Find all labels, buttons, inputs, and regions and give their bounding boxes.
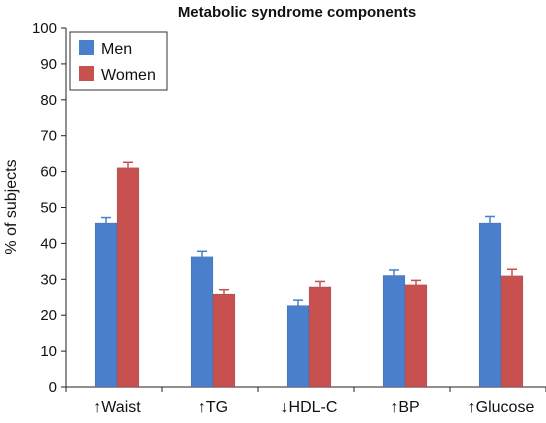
y-tick-label: 100 xyxy=(32,20,57,37)
y-tick-label: 40 xyxy=(40,235,57,252)
x-category-label: ↓HDL-C xyxy=(281,399,338,416)
bar-men-2 xyxy=(286,305,310,388)
y-tick-label: 60 xyxy=(40,164,57,181)
y-tick-label: 70 xyxy=(40,128,57,145)
y-tick-label: 30 xyxy=(40,271,57,288)
bar-men-3 xyxy=(382,275,406,388)
y-tick-label: 20 xyxy=(40,307,57,324)
bar-men-4 xyxy=(478,222,502,388)
bar-women-1 xyxy=(212,293,236,388)
chart-title: Metabolic syndrome components xyxy=(178,4,416,21)
x-category-label: ↑TG xyxy=(198,399,228,416)
bar-women-3 xyxy=(404,284,428,388)
y-tick-label: 80 xyxy=(40,92,57,109)
y-axis-label: % of subjects xyxy=(3,159,20,254)
x-category-label: ↑Glucose xyxy=(468,399,535,416)
legend-label-women: Women xyxy=(101,67,156,84)
bar-men-1 xyxy=(190,256,214,388)
y-tick-label: 90 xyxy=(40,56,57,73)
bar-men-0 xyxy=(94,222,118,388)
y-tick-label: 10 xyxy=(40,343,57,360)
bar-women-2 xyxy=(308,286,332,388)
legend-swatch-women xyxy=(79,66,94,81)
bar-women-0 xyxy=(116,167,140,388)
bar-women-4 xyxy=(500,275,524,388)
plot-area: 0 10 20 30 40 50 60 70 80 90 100 ↑Waist ↑TG ↓HDL-C ↑BP… xyxy=(32,20,546,416)
legend-swatch-men xyxy=(79,40,94,55)
y-tick-label: 50 xyxy=(40,200,57,217)
legend: Men Women xyxy=(69,31,168,91)
legend-label-men: Men xyxy=(101,41,132,58)
y-tick-label: 0 xyxy=(49,379,57,396)
x-category-label: ↑BP xyxy=(390,399,419,416)
x-category-label: ↑Waist xyxy=(93,399,141,416)
